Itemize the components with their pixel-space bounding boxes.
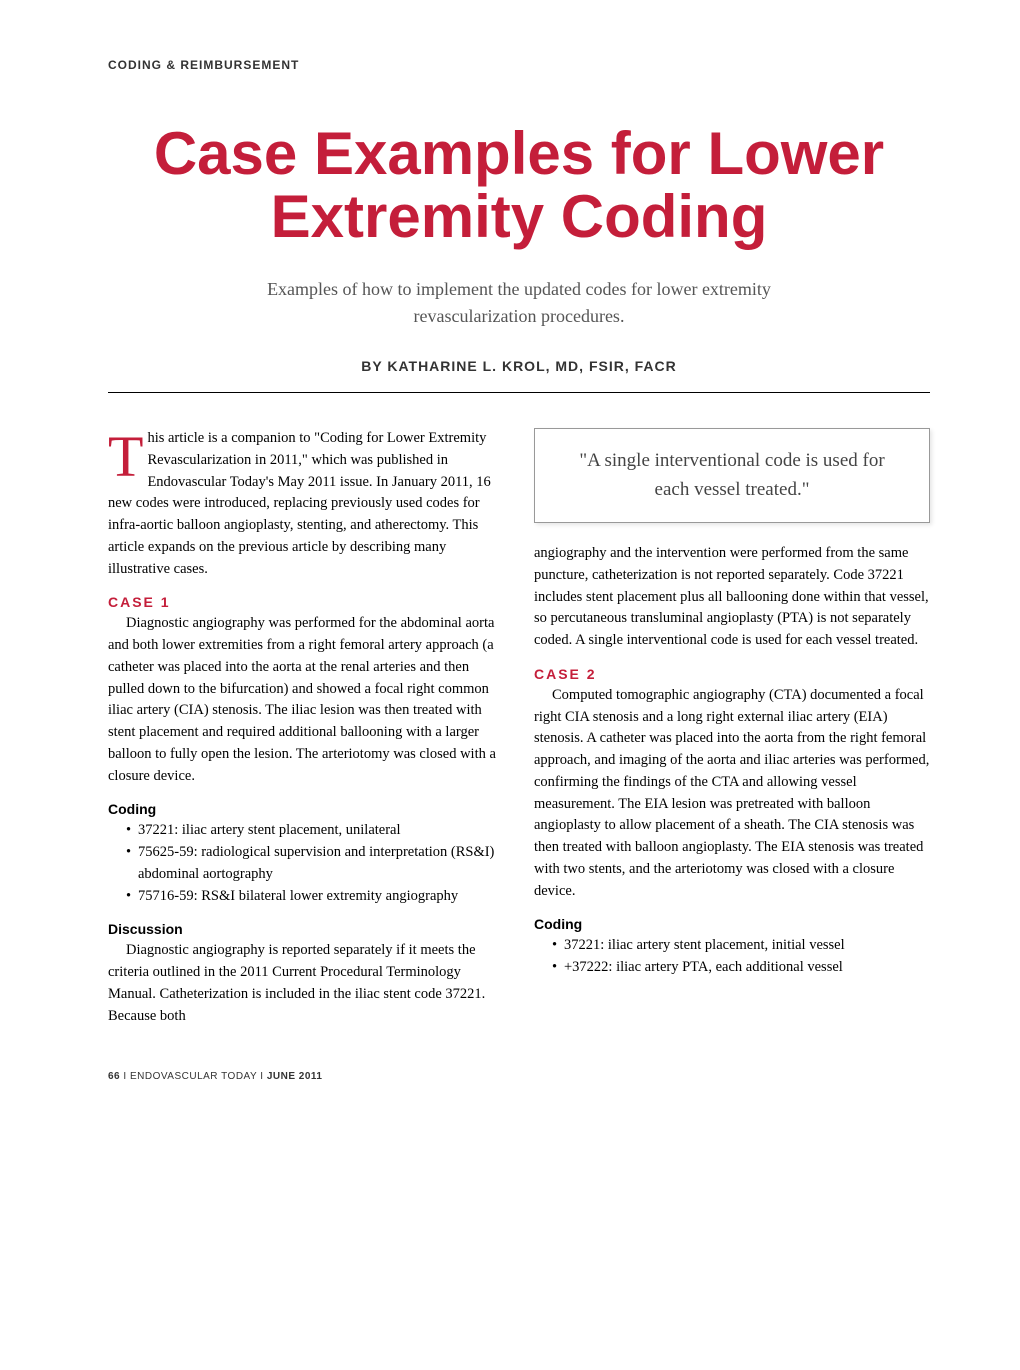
list-item: 75716-59: RS&I bilateral lower extremity… <box>126 886 504 908</box>
case2-coding-list: 37221: iliac artery stent placement, ini… <box>534 935 930 979</box>
case1-discussion-heading: Discussion <box>108 921 504 937</box>
footer-divider: I <box>120 1071 130 1082</box>
case2-coding-heading: Coding <box>534 916 930 932</box>
dropcap: T <box>108 428 147 481</box>
divider-rule <box>108 392 930 393</box>
case1-coding-heading: Coding <box>108 801 504 817</box>
intro-text: his article is a companion to "Coding fo… <box>108 430 491 577</box>
section-label: CODING & REIMBURSEMENT <box>108 58 930 72</box>
footer-divider: I <box>257 1071 267 1082</box>
publication-name: ENDOVASCULAR TODAY <box>130 1071 257 1082</box>
case1-heading: CASE 1 <box>108 594 504 610</box>
case1-discussion-text: Diagnostic angiography is reported separ… <box>108 940 504 1027</box>
case2-heading: CASE 2 <box>534 666 930 682</box>
article-subtitle: Examples of how to implement the updated… <box>219 276 819 330</box>
body-columns: This article is a companion to "Coding f… <box>108 428 930 1041</box>
case1-coding-list: 37221: iliac artery stent placement, uni… <box>108 820 504 907</box>
right-column: "A single interventional code is used fo… <box>534 428 930 1041</box>
case1-para1: Diagnostic angiography was performed for… <box>108 613 504 787</box>
byline: BY KATHARINE L. KROL, MD, FSIR, FACR <box>108 358 930 374</box>
case1-discussion-continued: angiography and the intervention were pe… <box>534 543 930 652</box>
page-number: 66 <box>108 1071 120 1082</box>
pullquote-text: "A single interventional code is used fo… <box>563 447 901 504</box>
list-item: 37221: iliac artery stent placement, uni… <box>126 820 504 842</box>
intro-paragraph: This article is a companion to "Coding f… <box>108 428 504 580</box>
left-column: This article is a companion to "Coding f… <box>108 428 504 1041</box>
case2-para1: Computed tomographic angiography (CTA) d… <box>534 685 930 903</box>
article-title: Case Examples for Lower Extremity Coding <box>108 122 930 248</box>
page-footer: 66 I ENDOVASCULAR TODAY I JUNE 2011 <box>108 1071 930 1082</box>
issue-date: JUNE 2011 <box>267 1071 323 1082</box>
list-item: 75625-59: radiological supervision and i… <box>126 842 504 886</box>
pullquote-box: "A single interventional code is used fo… <box>534 428 930 523</box>
list-item: 37221: iliac artery stent placement, ini… <box>552 935 930 957</box>
list-item: +37222: iliac artery PTA, each additiona… <box>552 957 930 979</box>
